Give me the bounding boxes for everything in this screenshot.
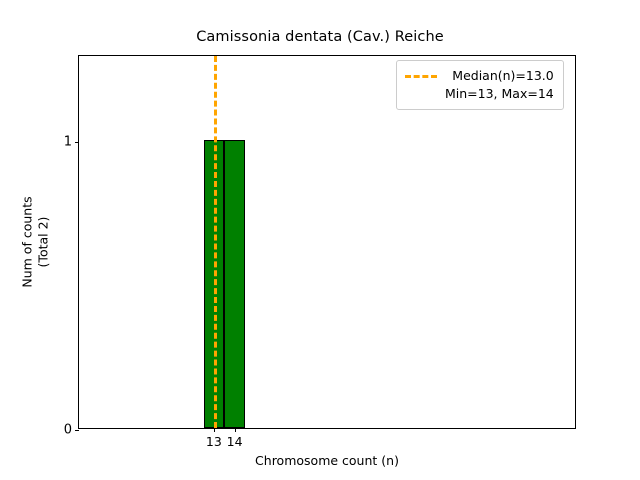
legend-entry: Median(n)=13.0 Min=13, Max=14 (405, 67, 554, 103)
y-tick-mark (75, 142, 79, 144)
bar (224, 140, 245, 428)
plot-inner (79, 56, 575, 428)
chart-title: Camissonia dentata (Cav.) Reiche (196, 29, 444, 45)
x-tick-mark (234, 428, 236, 432)
legend-label-median: Median(n)=13.0 (452, 68, 554, 83)
y-tick-label: 0 (63, 422, 72, 438)
x-tick-mark (213, 428, 215, 432)
x-tick-label: 14 (226, 434, 243, 449)
y-tick-mark (75, 430, 79, 431)
chart-legend: Median(n)=13.0 Min=13, Max=14 (396, 60, 564, 111)
x-tick-label: 13 (205, 434, 222, 449)
legend-dashed-line-icon (405, 68, 437, 84)
x-axis-label: Chromosome count (n) (255, 453, 399, 468)
median-line (213, 56, 217, 428)
y-axis-label-line1: Num of counts (19, 196, 35, 288)
y-axis-label-line2: (Total 2) (35, 216, 50, 268)
legend-label-minmax: Min=13, Max=14 (445, 86, 554, 102)
plot-area: 0 1 13 14 (64, 55, 576, 449)
y-tick-label: 1 (63, 134, 72, 150)
